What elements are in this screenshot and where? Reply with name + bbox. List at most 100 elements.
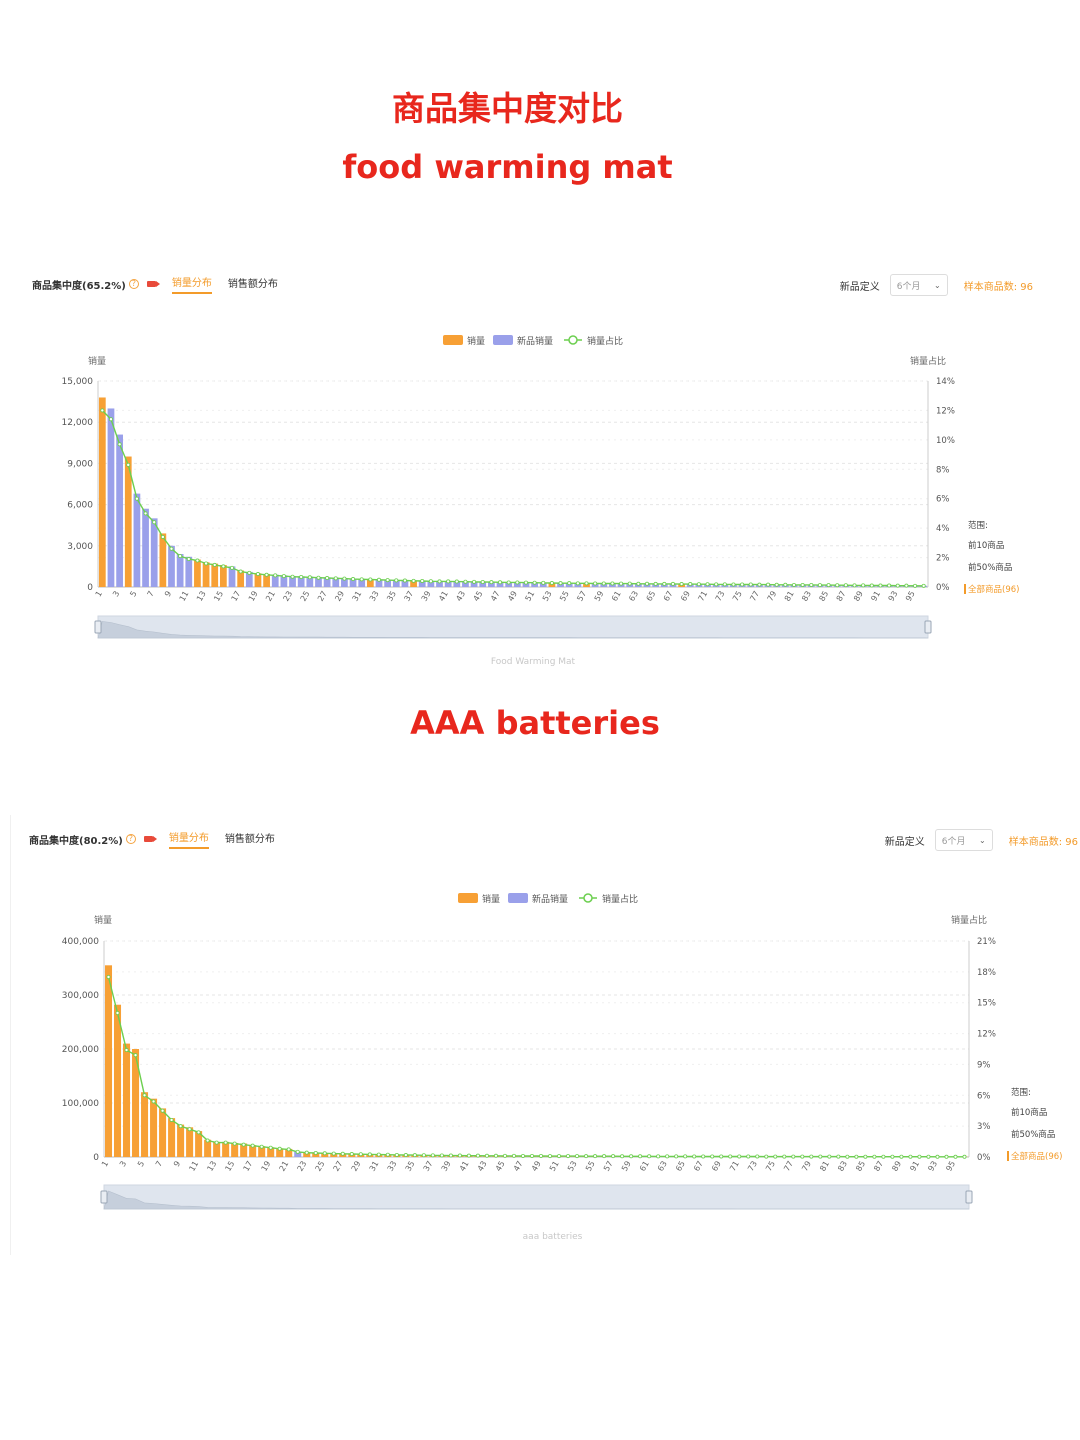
bar <box>124 456 132 587</box>
x-tick-label: 15 <box>212 590 225 603</box>
share-point <box>872 1154 877 1159</box>
zoom-slider-track <box>103 1184 970 1210</box>
bar <box>280 575 288 587</box>
video-icon[interactable] <box>143 836 157 842</box>
share-points <box>100 408 926 588</box>
share-point <box>665 1154 670 1159</box>
chart-legend: 销量 新品销量 销量占比 <box>443 335 623 347</box>
share-point <box>766 582 771 587</box>
bar <box>285 1148 293 1157</box>
bar <box>401 580 409 587</box>
x-tick-label: 25 <box>299 590 312 603</box>
share-point <box>567 581 572 586</box>
x-tick-label: 71 <box>696 590 709 603</box>
tab-sales-amount[interactable]: 销售额分布 <box>227 279 278 290</box>
x-tick-label: 49 <box>506 590 519 603</box>
period-select[interactable]: 6个月 ⌄ <box>889 274 948 296</box>
x-tick-label: 51 <box>523 590 536 603</box>
y-tick-label-right: 0% <box>936 583 950 593</box>
range-option[interactable]: 前10商品 <box>1011 1107 1047 1118</box>
legend-label-sales: 销量 <box>467 335 485 347</box>
zoom-handle-left[interactable] <box>94 620 102 634</box>
bar <box>231 1142 239 1157</box>
x-tick-label: 75 <box>764 1160 777 1173</box>
range-title: 范围: <box>968 520 988 531</box>
share-point <box>142 1093 147 1098</box>
share-point <box>679 582 684 587</box>
y-tick-label-right: 3% <box>977 1122 991 1132</box>
x-tick-label: 17 <box>242 1160 255 1173</box>
share-point <box>827 1154 832 1159</box>
bar <box>513 582 521 587</box>
bar <box>427 580 435 587</box>
bar <box>107 408 115 587</box>
tab-sales-volume[interactable]: 销量分布 <box>171 274 212 294</box>
range-option[interactable]: 全部商品(96) <box>968 584 1019 595</box>
x-tick-label: 29 <box>333 590 346 603</box>
share-point <box>890 1154 895 1159</box>
share-point <box>299 574 304 579</box>
x-tick-label: 47 <box>489 590 502 603</box>
bar <box>358 578 366 587</box>
range-option[interactable]: 前10商品 <box>968 540 1004 551</box>
share-point <box>316 575 321 580</box>
share-point <box>539 1153 544 1158</box>
x-tick-label: 65 <box>674 1160 687 1173</box>
chevron-down-icon: ⌄ <box>934 280 941 290</box>
share-point <box>575 1154 580 1159</box>
share-point <box>169 546 174 551</box>
y-tick-label-right: 8% <box>936 465 950 475</box>
share-point <box>394 1152 399 1157</box>
period-select-value: 6个月 <box>941 836 966 847</box>
x-tick-label: 13 <box>195 590 208 603</box>
share-point <box>187 1127 192 1132</box>
tab-sales-volume[interactable]: 销量分布 <box>168 829 209 849</box>
share-point <box>342 576 347 581</box>
x-tick-label: 67 <box>662 590 675 603</box>
x-tick-label: 63 <box>627 590 640 603</box>
help-icon[interactable]: ? <box>128 279 139 289</box>
share-point <box>196 1130 201 1135</box>
legend-swatch-new-sales <box>508 893 528 903</box>
bar <box>123 1043 131 1157</box>
bar <box>263 573 270 587</box>
share-point <box>446 579 451 584</box>
range-option[interactable]: 前50%商品 <box>1011 1129 1055 1140</box>
y-tick-label-left: 12,000 <box>62 418 94 428</box>
range-title: 范围: <box>1011 1087 1031 1098</box>
range-option[interactable]: 前50%商品 <box>968 562 1012 573</box>
bar <box>332 577 340 587</box>
share-point <box>502 1153 507 1158</box>
share-point <box>498 580 503 585</box>
share-point <box>688 582 693 587</box>
share-point <box>247 570 252 575</box>
period-select[interactable]: 6个月 ⌄ <box>934 829 993 851</box>
x-tick-label: 19 <box>247 590 260 603</box>
zoom-handle-left[interactable] <box>100 1190 108 1204</box>
x-tick-label: 89 <box>890 1160 903 1173</box>
share-point <box>333 576 338 581</box>
share-point <box>809 1154 814 1159</box>
range-option[interactable]: 全部商品(96) <box>1011 1151 1062 1162</box>
x-tick-label: 35 <box>385 590 398 603</box>
share-point <box>818 1154 823 1159</box>
share-point <box>385 1152 390 1157</box>
share-point <box>151 1099 156 1104</box>
share-point <box>402 578 407 583</box>
zoom-handle-right[interactable] <box>924 620 932 634</box>
video-icon[interactable] <box>146 281 160 287</box>
zoom-handle-right[interactable] <box>965 1190 973 1204</box>
help-icon[interactable]: ? <box>125 834 136 844</box>
share-point <box>800 1154 805 1159</box>
y-tick-label-right: 4% <box>936 524 950 534</box>
share-point <box>836 1154 841 1159</box>
panel-toolbar: 商品集中度(80.2%) ? 销量分布 销售额分布 <box>29 829 275 849</box>
share-point <box>152 520 157 525</box>
share-point <box>701 1154 706 1159</box>
bar <box>237 570 245 587</box>
x-tick-label: 49 <box>530 1160 543 1173</box>
tab-sales-amount[interactable]: 销售额分布 <box>224 834 275 845</box>
bar <box>142 508 149 587</box>
share-point <box>421 1153 426 1158</box>
